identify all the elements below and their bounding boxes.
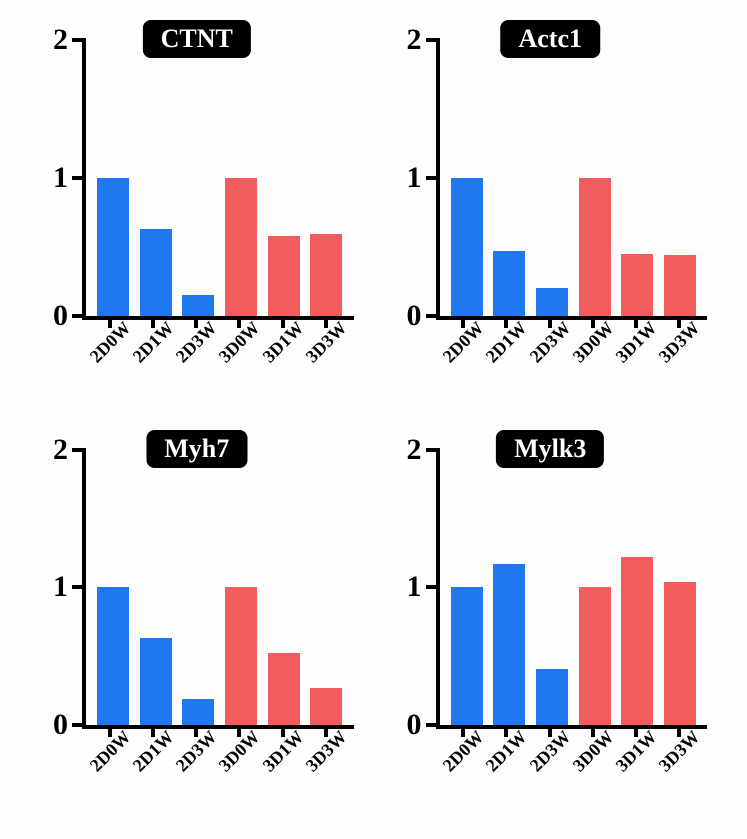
chart-myh7: Myh7 012 2D0W2D1W2D3W3D0W3D1W3D3W <box>30 440 364 800</box>
plot-area: 012 <box>82 40 354 320</box>
bar <box>268 236 300 316</box>
x-tick-label: 2D1W <box>137 320 169 390</box>
y-tick <box>72 314 86 318</box>
x-tick-label: 2D0W <box>94 729 126 799</box>
bar <box>451 587 483 725</box>
y-tick-label: 0 <box>407 708 422 742</box>
y-tick-label: 1 <box>53 570 68 604</box>
y-tick <box>72 448 86 452</box>
bar <box>536 288 568 316</box>
bar <box>182 699 214 725</box>
bar <box>664 582 696 725</box>
y-tick-label: 2 <box>53 23 68 57</box>
y-tick <box>72 723 86 727</box>
x-tick-label: 3D3W <box>663 729 695 799</box>
y-tick-label: 0 <box>53 708 68 742</box>
y-tick-label: 0 <box>53 299 68 333</box>
x-tick-label: 2D3W <box>534 729 566 799</box>
bar <box>225 178 257 316</box>
x-tick-label: 2D1W <box>137 729 169 799</box>
y-tick-label: 1 <box>53 161 68 195</box>
x-tick-label: 2D3W <box>180 320 212 390</box>
y-tick <box>426 448 440 452</box>
bars-container <box>440 450 708 726</box>
bar <box>310 688 342 725</box>
bar <box>579 178 611 316</box>
x-tick-label: 2D3W <box>180 729 212 799</box>
plot-area: 012 <box>82 450 354 730</box>
x-tick-label: 3D0W <box>223 729 255 799</box>
y-tick <box>426 585 440 589</box>
y-tick <box>426 723 440 727</box>
x-axis-labels: 2D0W 2D1W 2D3W 3D0W 3D1W 3D3W <box>82 729 354 799</box>
chart-ctnt: CTNT 012 2D0W2D1W2D3W3D0W3D1W3D3W <box>30 30 364 390</box>
x-tick-label: 2D0W <box>447 729 479 799</box>
chart-title: Actc1 <box>500 20 600 58</box>
bar <box>268 653 300 725</box>
bar <box>97 178 129 316</box>
x-axis-labels: 2D0W 2D1W 2D3W 3D0W 3D1W 3D3W <box>436 320 708 390</box>
chart-mylk3: Mylk3 012 2D0W2D1W2D3W3D0W3D1W3D3W <box>384 440 718 800</box>
x-tick-label: 3D0W <box>223 320 255 390</box>
x-tick-label: 3D1W <box>267 729 299 799</box>
y-tick <box>72 38 86 42</box>
bar <box>451 178 483 316</box>
bar <box>140 229 172 316</box>
x-tick-label: 3D1W <box>620 320 652 390</box>
x-tick-label: 2D0W <box>94 320 126 390</box>
bar <box>621 254 653 316</box>
bar <box>664 255 696 316</box>
y-tick <box>426 314 440 318</box>
x-tick-label: 3D3W <box>663 320 695 390</box>
chart-title: CTNT <box>143 20 251 58</box>
x-tick-label: 3D3W <box>310 320 342 390</box>
bars-container <box>86 450 354 726</box>
y-tick-label: 0 <box>407 299 422 333</box>
bars-container <box>440 40 708 316</box>
bar <box>140 638 172 725</box>
chart-title: Mylk3 <box>496 430 604 468</box>
plot-area: 012 <box>436 450 708 730</box>
plot-area: 012 <box>436 40 708 320</box>
x-tick-label: 3D1W <box>267 320 299 390</box>
bar <box>621 557 653 725</box>
x-tick-label: 2D0W <box>447 320 479 390</box>
x-tick-label: 3D3W <box>310 729 342 799</box>
y-tick <box>72 176 86 180</box>
bar <box>310 234 342 315</box>
bar <box>182 295 214 316</box>
chart-title: Myh7 <box>146 430 247 468</box>
x-tick-label: 3D0W <box>577 729 609 799</box>
x-tick-label: 2D1W <box>490 320 522 390</box>
y-tick-label: 2 <box>53 433 68 467</box>
y-tick <box>72 585 86 589</box>
x-tick-label: 3D1W <box>620 729 652 799</box>
bars-container <box>86 40 354 316</box>
chart-grid: CTNT 012 2D0W2D1W2D3W3D0W3D1W3D3W Actc1 … <box>0 0 747 839</box>
x-axis-labels: 2D0W 2D1W 2D3W 3D0W 3D1W 3D3W <box>436 729 708 799</box>
bar <box>579 587 611 725</box>
x-axis-labels: 2D0W 2D1W 2D3W 3D0W 3D1W 3D3W <box>82 320 354 390</box>
y-tick <box>426 176 440 180</box>
bar <box>97 587 129 725</box>
y-tick-label: 1 <box>407 161 422 195</box>
bar <box>493 251 525 316</box>
bar <box>536 669 568 725</box>
y-tick-label: 1 <box>407 570 422 604</box>
x-tick-label: 3D0W <box>577 320 609 390</box>
x-tick-label: 2D1W <box>490 729 522 799</box>
y-tick-label: 2 <box>407 23 422 57</box>
y-tick-label: 2 <box>407 433 422 467</box>
y-tick <box>426 38 440 42</box>
bar <box>225 587 257 725</box>
bar <box>493 564 525 725</box>
chart-actc1: Actc1 012 2D0W2D1W2D3W3D0W3D1W3D3W <box>384 30 718 390</box>
x-tick-label: 2D3W <box>534 320 566 390</box>
